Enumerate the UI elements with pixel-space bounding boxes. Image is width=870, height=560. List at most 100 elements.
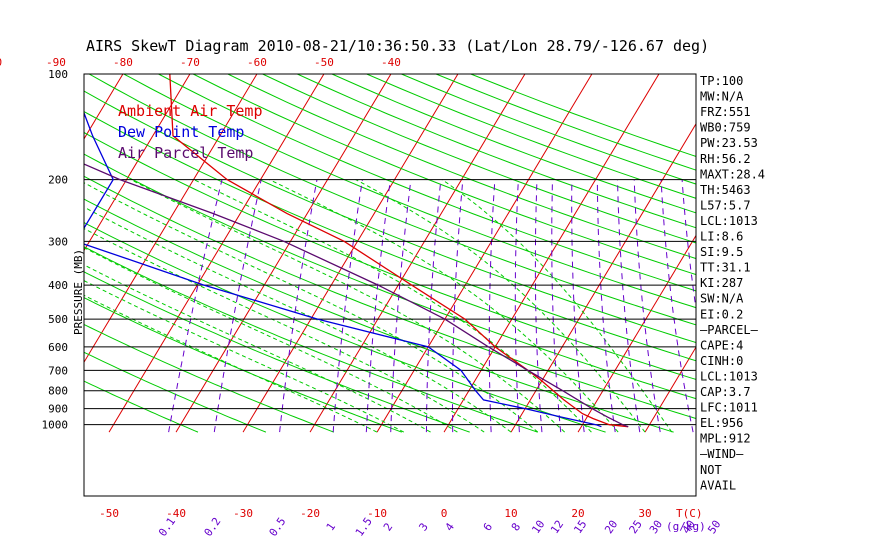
mixing-ratio-line: [488, 179, 496, 433]
mixing-ratio-line: [571, 179, 585, 433]
mixing-ratio-label: 12: [548, 518, 566, 536]
mixing-ratio-unit: (g/kg): [666, 520, 706, 533]
moist-adiabat-line: [441, 179, 673, 433]
top-x-tick-label: -50: [314, 56, 334, 69]
dry-adiabat-line: [84, 246, 538, 433]
y-tick-label: 800: [48, 385, 68, 398]
y-tick-label: 300: [48, 235, 68, 248]
dry-adiabat-line: [84, 110, 696, 362]
top-x-tick-label: -100: [0, 56, 2, 69]
mixing-ratio-label: 30: [647, 518, 665, 536]
side-panel-item: LCL:1013: [700, 369, 758, 383]
y-tick-label: 700: [48, 364, 68, 377]
dry-adiabat-line: [401, 74, 696, 185]
mixing-ratio-line: [332, 179, 363, 433]
mixing-ratio-label: 15: [571, 518, 589, 536]
mixing-ratio-line: [617, 179, 641, 433]
isotherm-line: [242, 74, 459, 433]
y-tick-label: 900: [48, 403, 68, 416]
mixing-ratio-line: [514, 179, 520, 433]
moist-adiabat-line: [84, 294, 378, 433]
side-panel-item: WB0:759: [700, 121, 751, 135]
dry-adiabat-line: [84, 380, 199, 433]
y-tick-label: 100: [48, 68, 68, 81]
dry-adiabat-line: [84, 323, 334, 433]
moist-adiabat-line: [193, 179, 592, 433]
series-line-dewpoint: [84, 111, 602, 428]
side-panel-item: SW:N/A: [700, 292, 744, 306]
bottom-x-tick-label: 20: [571, 507, 584, 520]
y-tick-label: 600: [48, 341, 68, 354]
moist-adiabat-line: [355, 179, 646, 433]
moist-adiabat-line: [130, 179, 565, 433]
mixing-ratio-label: 40: [680, 518, 698, 536]
dry-adiabat-line: [331, 74, 696, 214]
mixing-ratio-label: 0.2: [202, 515, 224, 539]
mixing-ratio-label: 25: [627, 518, 645, 536]
mixing-ratio-line: [596, 179, 616, 433]
top-x-tick-label: -40: [381, 56, 401, 69]
isotherm-line: [510, 122, 696, 433]
dry-adiabat-line: [435, 74, 696, 171]
bottom-x-tick-label: 0: [441, 507, 448, 520]
side-panel-item: —WIND—: [700, 447, 744, 461]
series-line-ambient: [169, 74, 629, 428]
dry-adiabat-line: [470, 74, 696, 157]
mixing-ratio-label: 6: [481, 521, 495, 534]
side-panel-item: LFC:1011: [700, 401, 758, 415]
mixing-ratio-label: 1: [324, 521, 338, 534]
top-x-tick-label: -80: [113, 56, 133, 69]
side-panel-item: CAP:3.7: [700, 385, 751, 399]
dry-adiabat-line: [84, 221, 606, 433]
mixing-ratio-label: 8: [509, 521, 523, 534]
moist-adiabat-line: [84, 264, 431, 433]
dry-adiabat-line: [227, 74, 696, 260]
chart-title: AIRS SkewT Diagram 2010-08-21/10:36:50.3…: [86, 37, 709, 55]
moist-adiabat-line: [84, 247, 458, 433]
dry-adiabat-line: [84, 271, 470, 433]
side-panel-item: MAXT:28.4: [700, 167, 765, 181]
side-panel-item: MW:N/A: [700, 90, 744, 104]
dry-adiabat-line: [88, 74, 696, 326]
isotherm-line: [376, 74, 593, 433]
side-panel-item: EL:956: [700, 416, 743, 430]
side-panel-item: AVAIL: [700, 478, 736, 492]
mixing-ratio-label: 10: [529, 518, 547, 536]
isotherm-line: [84, 74, 258, 364]
bottom-x-tick-label: -30: [233, 507, 253, 520]
legend-entry: Ambient Air Temp: [118, 102, 263, 120]
top-x-tick-label: -90: [46, 56, 66, 69]
legend-entry: Dew Point Temp: [118, 123, 244, 141]
dry-adiabat-line: [84, 175, 696, 420]
bottom-x-tick-label: -50: [99, 507, 119, 520]
isotherm-line: [577, 234, 696, 433]
side-panel-item: CAPE:4: [700, 338, 743, 352]
bottom-x-tick-label: 30: [638, 507, 651, 520]
dry-adiabat-line: [192, 74, 696, 276]
mixing-ratio-label: 3: [416, 521, 430, 534]
isotherm-line: [644, 346, 696, 433]
y-tick-label: 400: [48, 279, 68, 292]
mixing-ratio-label: 2: [381, 521, 395, 534]
mixing-ratio-line: [633, 179, 661, 433]
mixing-ratio-label: 0.5: [267, 515, 289, 539]
moist-adiabat-line: [84, 280, 405, 433]
mixing-ratio-line: [452, 179, 464, 433]
mixing-ratio-label: 4: [443, 520, 458, 533]
side-panel-item: EI:0.2: [700, 307, 743, 321]
dry-adiabat-line: [123, 74, 696, 309]
top-x-tick-label: -70: [180, 56, 200, 69]
bottom-x-tick-label: -40: [166, 507, 186, 520]
mixing-ratio-line: [365, 179, 391, 433]
side-panel-item: KI:287: [700, 276, 743, 290]
mixing-ratio-line: [660, 179, 694, 433]
bottom-x-tick-label: -10: [367, 507, 387, 520]
side-panel-item: LCL:1013: [700, 214, 758, 228]
isotherm-line: [84, 74, 191, 252]
side-panel-item: TH:5463: [700, 183, 751, 197]
top-x-tick-label: -60: [247, 56, 267, 69]
isotherm-line: [846, 66, 870, 432]
bottom-x-tick-label: -20: [300, 507, 320, 520]
mixing-ratio-line: [551, 179, 562, 433]
